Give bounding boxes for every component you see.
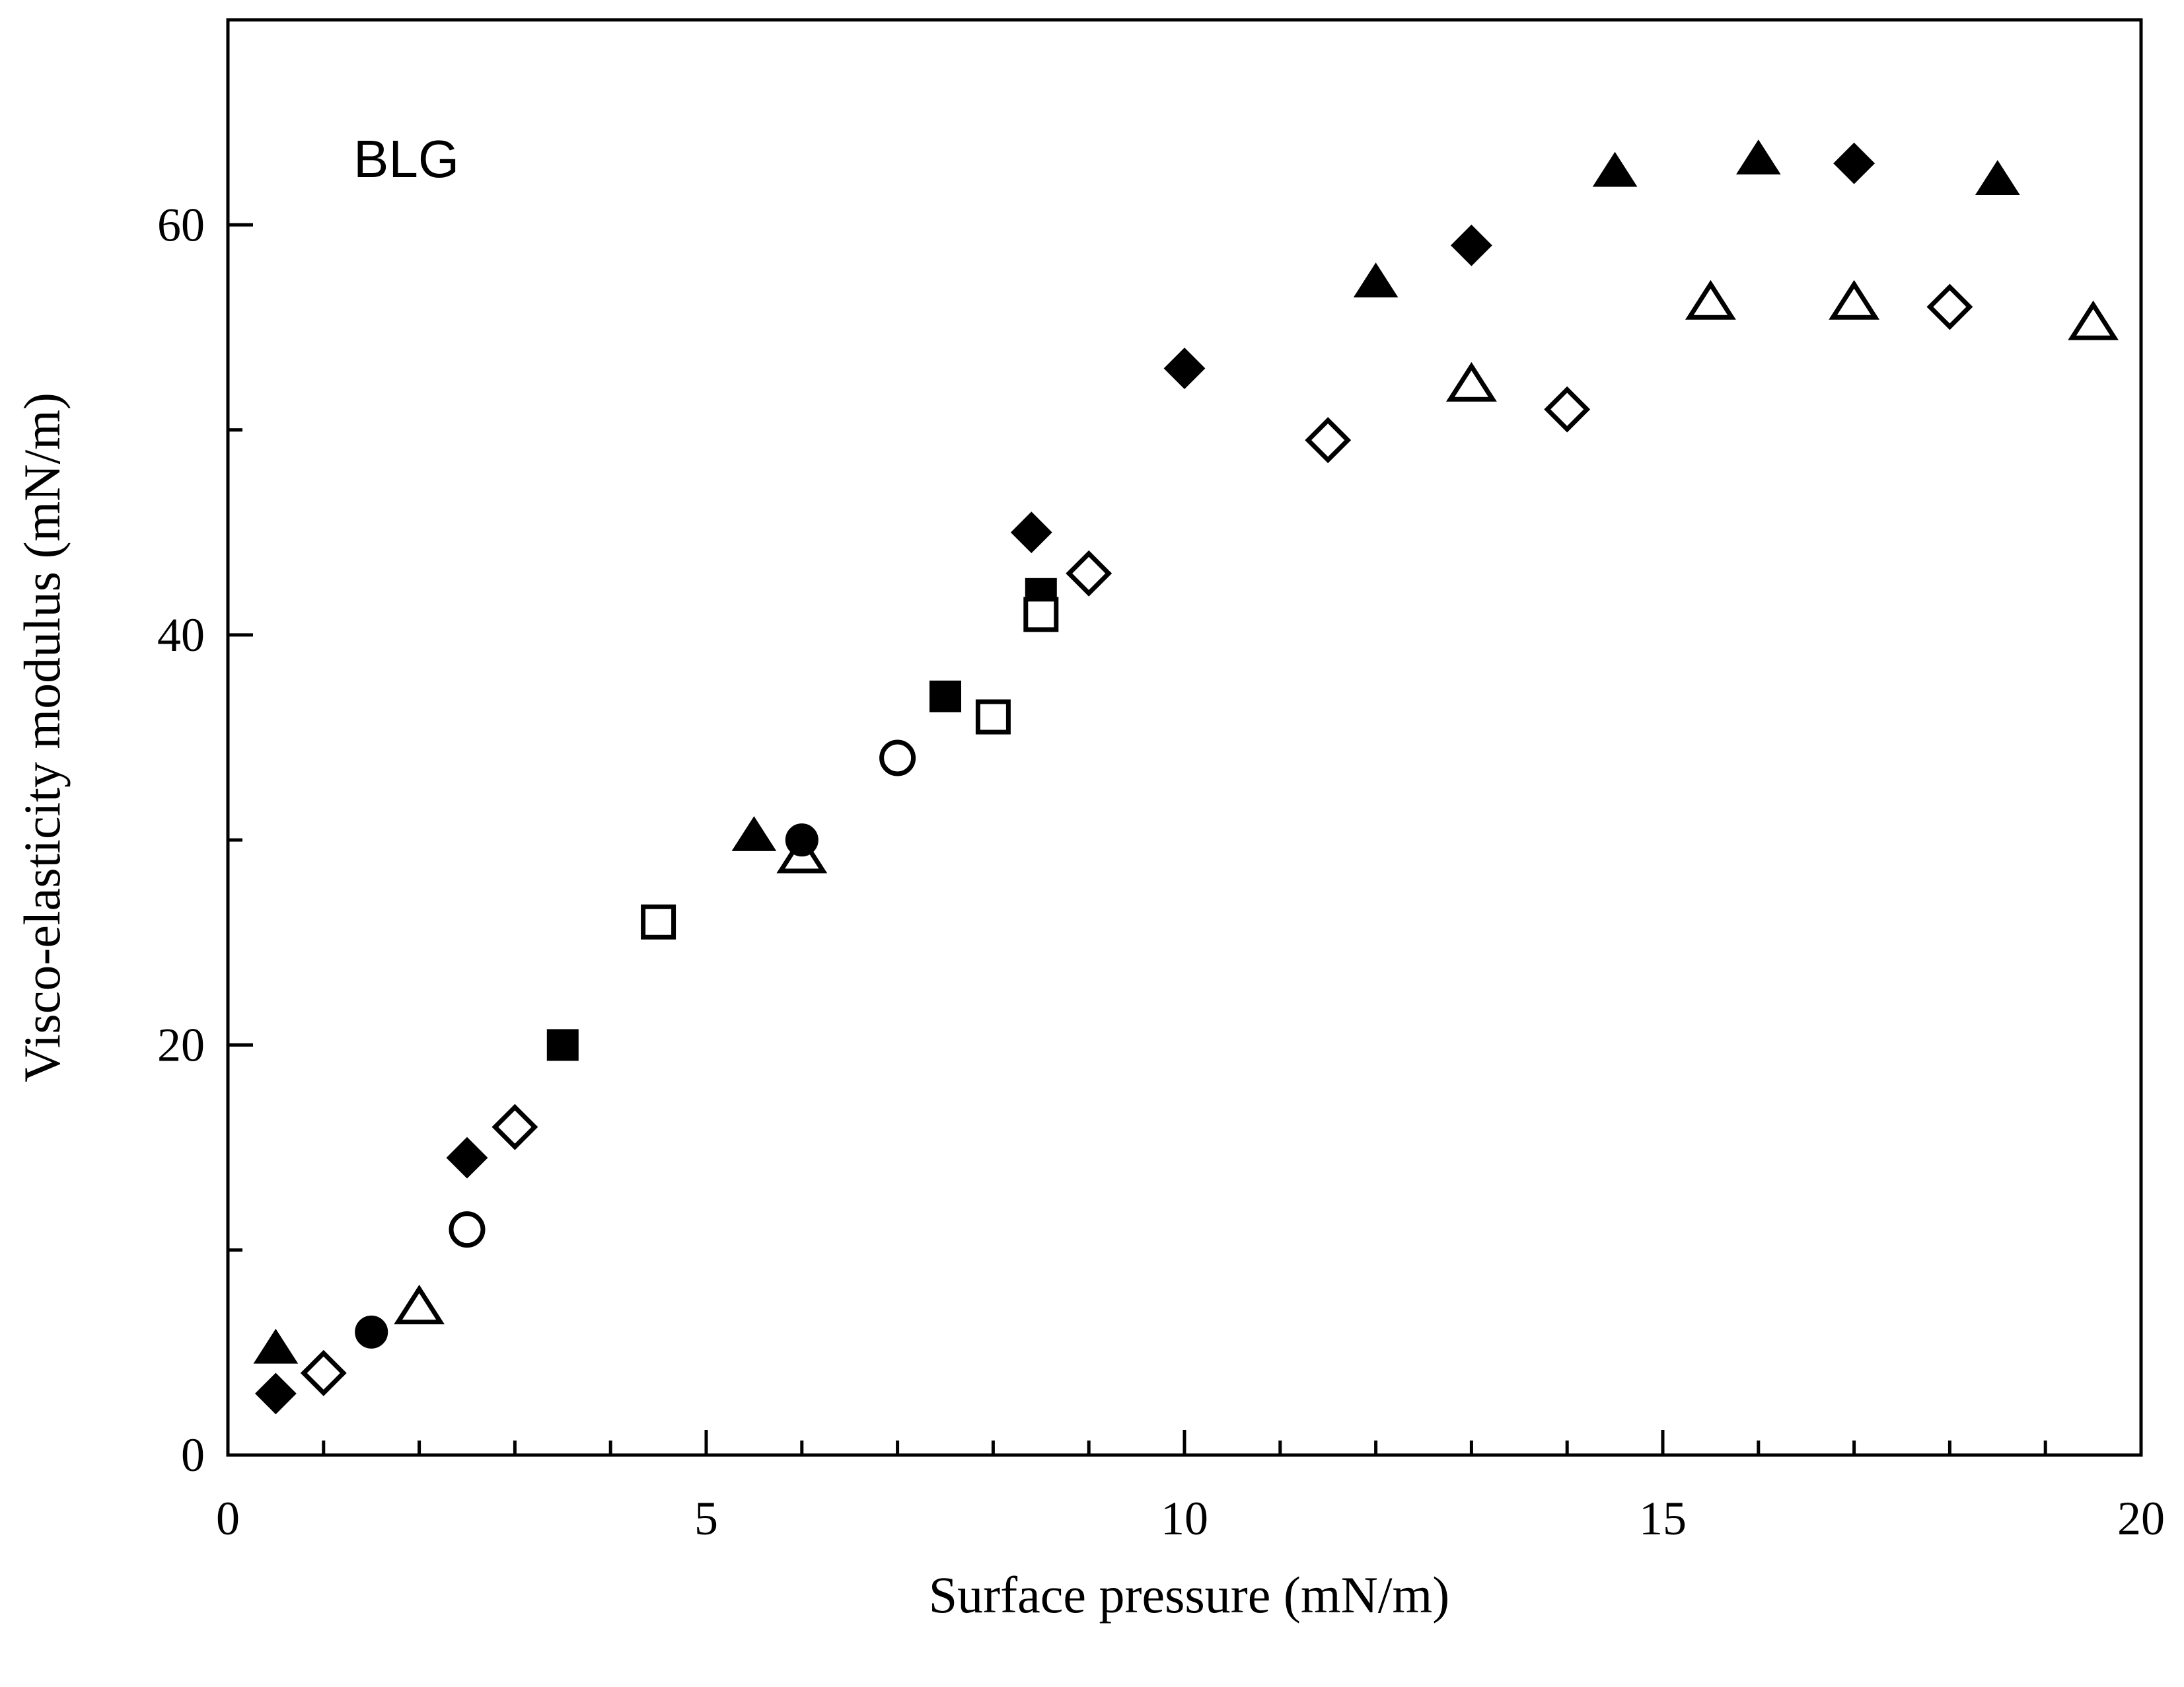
plot-frame (226, 18, 2143, 1457)
open-triangle-marker (1829, 280, 1879, 320)
axis-ticks (226, 223, 2143, 1457)
open-triangle-marker (1685, 280, 1736, 320)
filled-diamond-marker (254, 1372, 297, 1415)
open-square-marker (975, 699, 1011, 735)
y-tick-label: 0 (181, 1429, 205, 1481)
open-circle-marker (449, 1211, 486, 1248)
filled-triangle-marker (253, 1328, 299, 1364)
x-tick-label: 20 (2117, 1492, 2165, 1545)
x-axis-title: Surface pressure (mN/m) (929, 1566, 1449, 1624)
chart-annotation: BLG (353, 130, 459, 188)
open-diamond-marker (300, 1349, 347, 1396)
filled-square-marker (546, 1029, 579, 1061)
x-tick-label: 10 (1161, 1492, 1208, 1545)
y-tick-label: 20 (157, 1018, 205, 1071)
open-diamond-marker (1066, 550, 1112, 597)
filled-triangle-marker (1735, 139, 1781, 174)
filled-diamond-marker (1833, 142, 1875, 184)
y-tick-label: 60 (157, 198, 205, 251)
open-circle-marker (879, 739, 916, 776)
filled-triangle-marker (1353, 262, 1399, 298)
filled-circle-marker (785, 823, 819, 857)
filled-diamond-marker (1010, 511, 1052, 554)
y-axis-title: Visco-elasticity modulus (mN/m) (13, 393, 71, 1082)
open-square-marker (1023, 597, 1059, 632)
tick-labels: 0 5 10 15 20 0 20 40 60 (157, 198, 2165, 1545)
open-diamond-marker (491, 1104, 538, 1150)
open-diamond-marker (1926, 283, 1973, 330)
open-square-marker (641, 904, 676, 940)
open-diamond-marker (1305, 417, 1352, 464)
filled-diamond-marker (1450, 224, 1492, 266)
filled-square-marker (929, 680, 961, 712)
open-triangle-marker (394, 1285, 445, 1325)
filled-triangle-marker (1975, 160, 2020, 196)
x-tick-label: 0 (216, 1492, 240, 1545)
data-markers (253, 139, 2119, 1415)
open-triangle-marker (1446, 361, 1497, 402)
open-diamond-marker (1544, 386, 1591, 433)
x-tick-label: 5 (694, 1492, 718, 1545)
filled-circle-marker (355, 1315, 388, 1349)
filled-diamond-marker (1163, 348, 1206, 389)
open-triangle-marker (2068, 300, 2119, 340)
filled-triangle-marker (1592, 151, 1638, 187)
x-tick-label: 15 (1639, 1492, 1687, 1545)
y-tick-label: 40 (157, 609, 205, 661)
filled-diamond-marker (446, 1137, 488, 1179)
filled-triangle-marker (731, 816, 777, 851)
